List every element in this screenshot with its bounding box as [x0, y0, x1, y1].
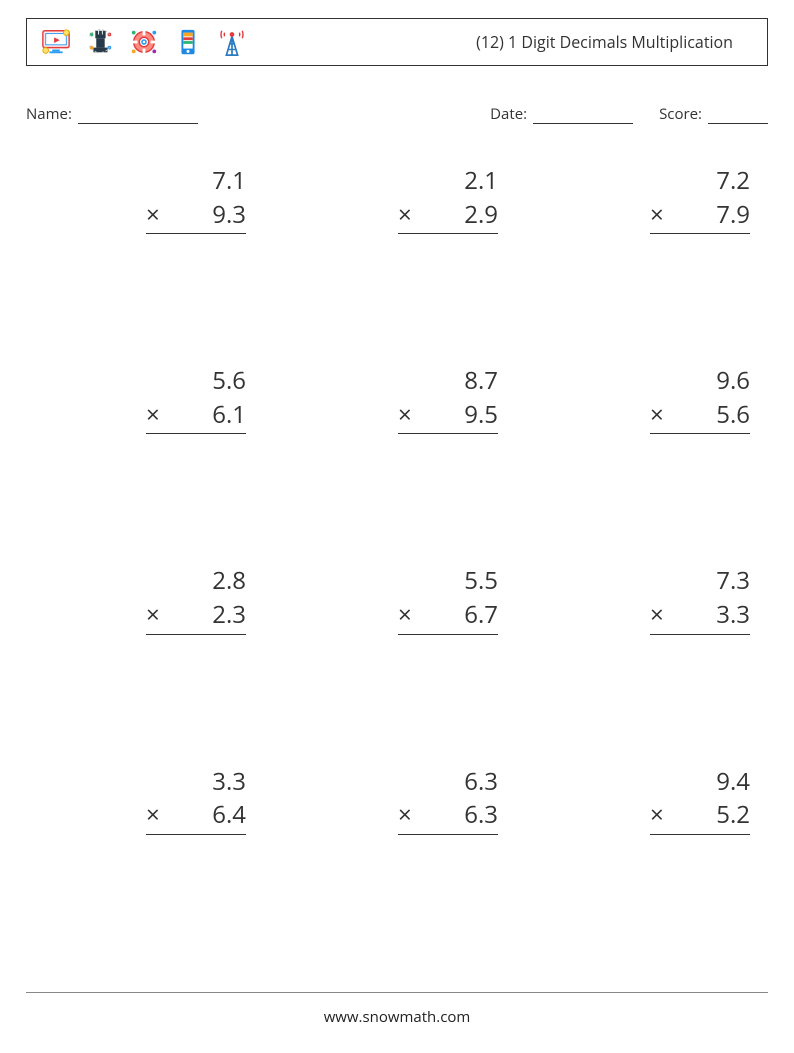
problem-top: 9.6	[650, 364, 750, 398]
operator: ×	[650, 598, 672, 632]
date-blank[interactable]	[533, 109, 633, 124]
problem-1: 7.1×9.3	[44, 164, 246, 234]
problem-4: 5.6×6.1	[44, 364, 246, 434]
operator: ×	[650, 198, 672, 232]
problem-bottom: 5.6	[672, 398, 750, 432]
problem-6: 9.6×5.6	[548, 364, 750, 434]
problem-11: 6.3×6.3	[296, 765, 498, 835]
worksheet-header: (12) 1 Digit Decimals Multiplication	[26, 18, 768, 66]
problem-bottom: 5.2	[672, 798, 750, 832]
problem-bottom: 6.1	[168, 398, 246, 432]
score-label: Score:	[659, 104, 702, 124]
operator: ×	[650, 798, 672, 832]
score-field: Score:	[659, 104, 768, 124]
info-line: Name: Date: Score:	[26, 104, 768, 124]
date-field: Date:	[490, 104, 633, 124]
problem-bottom: 2.3	[168, 598, 246, 632]
problem-2: 2.1×2.9	[296, 164, 498, 234]
name-field: Name:	[26, 104, 198, 124]
problem-top: 7.3	[650, 564, 750, 598]
problem-top: 2.8	[146, 564, 246, 598]
problem-top: 2.1	[398, 164, 498, 198]
chess-icon	[85, 27, 115, 57]
problem-bottom: 6.3	[420, 798, 498, 832]
problem-bottom: 9.3	[168, 198, 246, 232]
problem-12: 9.4×5.2	[548, 765, 750, 835]
problem-bottom: 6.4	[168, 798, 246, 832]
monitor-icon	[41, 27, 71, 57]
problem-9: 7.3×3.3	[548, 564, 750, 634]
worksheet-title: (12) 1 Digit Decimals Multiplication	[476, 31, 733, 53]
problem-top: 9.4	[650, 765, 750, 799]
problems-grid: 7.1×9.32.1×2.97.2×7.95.6×6.18.7×9.59.6×5…	[26, 164, 768, 835]
date-label: Date:	[490, 104, 527, 124]
header-icons	[41, 27, 247, 57]
problem-5: 8.7×9.5	[296, 364, 498, 434]
problem-bottom: 7.9	[672, 198, 750, 232]
problem-7: 2.8×2.3	[44, 564, 246, 634]
name-label: Name:	[26, 104, 72, 124]
bottom-rule	[26, 992, 768, 993]
operator: ×	[398, 398, 420, 432]
operator: ×	[146, 198, 168, 232]
problem-bottom: 3.3	[672, 598, 750, 632]
problem-top: 7.1	[146, 164, 246, 198]
problem-10: 3.3×6.4	[44, 765, 246, 835]
operator: ×	[398, 798, 420, 832]
footer-url: www.snowmath.com	[0, 1007, 794, 1027]
operator: ×	[146, 798, 168, 832]
lifebuoy-icon	[129, 27, 159, 57]
problem-top: 3.3	[146, 765, 246, 799]
problem-top: 8.7	[398, 364, 498, 398]
phone-icon	[173, 27, 203, 57]
operator: ×	[146, 598, 168, 632]
score-blank[interactable]	[708, 109, 768, 124]
problem-bottom: 9.5	[420, 398, 498, 432]
problem-top: 7.2	[650, 164, 750, 198]
problem-bottom: 6.7	[420, 598, 498, 632]
problem-8: 5.5×6.7	[296, 564, 498, 634]
problem-top: 6.3	[398, 765, 498, 799]
problem-bottom: 2.9	[420, 198, 498, 232]
operator: ×	[398, 198, 420, 232]
antenna-icon	[217, 27, 247, 57]
operator: ×	[650, 398, 672, 432]
problem-top: 5.6	[146, 364, 246, 398]
operator: ×	[146, 398, 168, 432]
problem-top: 5.5	[398, 564, 498, 598]
problem-3: 7.2×7.9	[548, 164, 750, 234]
name-blank[interactable]	[78, 109, 198, 124]
operator: ×	[398, 598, 420, 632]
